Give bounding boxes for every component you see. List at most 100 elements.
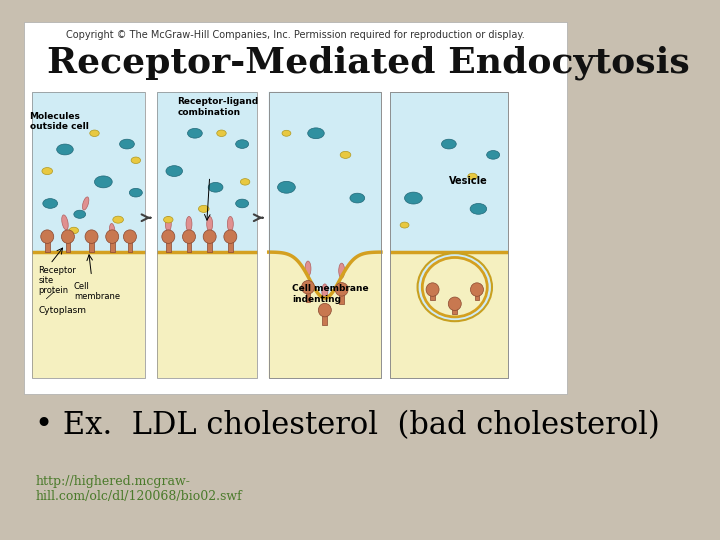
Ellipse shape [441,139,456,149]
Ellipse shape [240,179,250,185]
Ellipse shape [94,176,112,188]
Ellipse shape [302,280,315,294]
Text: http://highered.mcgraw-
hill.com/olc/dl/120068/bio02.swf: http://highered.mcgraw- hill.com/olc/dl/… [35,475,242,503]
FancyBboxPatch shape [306,288,310,302]
Ellipse shape [449,297,462,310]
Ellipse shape [131,157,140,164]
FancyBboxPatch shape [390,252,508,378]
Ellipse shape [187,129,202,138]
Ellipse shape [228,217,233,232]
Ellipse shape [182,230,196,244]
Ellipse shape [452,292,457,304]
Text: • Ex.  LDL cholesterol  (bad cholesterol): • Ex. LDL cholesterol (bad cholesterol) [35,410,660,441]
FancyBboxPatch shape [269,92,381,252]
Ellipse shape [69,227,78,234]
Ellipse shape [199,205,209,212]
FancyBboxPatch shape [24,22,567,394]
Ellipse shape [62,215,68,230]
FancyBboxPatch shape [66,238,71,252]
Text: Cell
membrane: Cell membrane [74,282,120,301]
Ellipse shape [340,151,351,158]
Ellipse shape [41,230,54,244]
Ellipse shape [85,230,98,244]
Text: Receptor-Mediated Endocytosis: Receptor-Mediated Endocytosis [48,46,690,80]
Text: Cell membrane
indenting: Cell membrane indenting [292,285,369,304]
FancyBboxPatch shape [269,252,381,378]
FancyBboxPatch shape [156,252,257,378]
FancyBboxPatch shape [32,92,145,252]
Ellipse shape [487,151,500,159]
Ellipse shape [113,216,123,223]
Ellipse shape [235,199,248,208]
FancyBboxPatch shape [269,252,381,378]
FancyBboxPatch shape [166,238,171,252]
Circle shape [423,258,487,317]
Text: Copyright © The McGraw-Hill Companies, Inc. Permission required for reproduction: Copyright © The McGraw-Hill Companies, I… [66,30,525,40]
Ellipse shape [338,263,345,278]
Text: Vesicle: Vesicle [449,177,487,186]
Ellipse shape [350,193,365,203]
Ellipse shape [61,230,74,244]
Ellipse shape [474,278,480,290]
Ellipse shape [336,282,348,296]
Ellipse shape [166,166,182,177]
Polygon shape [269,92,381,298]
Ellipse shape [217,130,226,137]
Text: Molecules
outside cell: Molecules outside cell [30,112,89,131]
Ellipse shape [405,192,423,204]
FancyBboxPatch shape [323,312,327,325]
Ellipse shape [74,210,86,218]
FancyBboxPatch shape [32,252,145,378]
Ellipse shape [318,303,331,317]
Ellipse shape [207,217,212,232]
FancyBboxPatch shape [207,238,212,252]
Ellipse shape [162,230,175,244]
Ellipse shape [42,199,58,208]
Ellipse shape [426,283,439,296]
FancyBboxPatch shape [45,238,50,252]
Ellipse shape [224,230,237,244]
FancyBboxPatch shape [186,238,192,252]
Ellipse shape [109,224,115,238]
Ellipse shape [90,130,99,137]
Ellipse shape [400,222,409,228]
FancyBboxPatch shape [269,92,381,252]
Ellipse shape [186,217,192,232]
FancyBboxPatch shape [110,238,114,252]
Ellipse shape [130,188,143,197]
Text: Cytoplasm: Cytoplasm [38,306,86,315]
Ellipse shape [322,284,328,299]
Ellipse shape [57,144,73,155]
Ellipse shape [123,230,136,244]
Ellipse shape [305,261,311,276]
Ellipse shape [166,217,171,232]
Ellipse shape [42,167,53,174]
Ellipse shape [163,217,173,223]
Ellipse shape [430,278,435,290]
Ellipse shape [208,183,223,192]
FancyBboxPatch shape [390,92,508,252]
Ellipse shape [106,230,119,244]
FancyBboxPatch shape [339,291,344,304]
Text: Receptor
site
protein: Receptor site protein [38,266,76,295]
FancyBboxPatch shape [474,291,480,300]
FancyBboxPatch shape [228,238,233,252]
Circle shape [418,253,492,321]
Ellipse shape [82,197,89,210]
FancyBboxPatch shape [390,252,508,378]
Ellipse shape [282,130,291,136]
FancyBboxPatch shape [452,305,457,314]
Ellipse shape [470,204,487,214]
FancyBboxPatch shape [156,92,257,252]
FancyBboxPatch shape [431,291,435,300]
Ellipse shape [307,128,324,139]
Ellipse shape [203,230,216,244]
Polygon shape [269,252,381,378]
Ellipse shape [120,139,135,149]
Ellipse shape [235,140,248,149]
FancyBboxPatch shape [89,238,94,252]
Ellipse shape [470,283,483,296]
FancyBboxPatch shape [127,238,132,252]
Text: Receptor-ligand
combination: Receptor-ligand combination [177,97,258,117]
Ellipse shape [468,173,477,180]
